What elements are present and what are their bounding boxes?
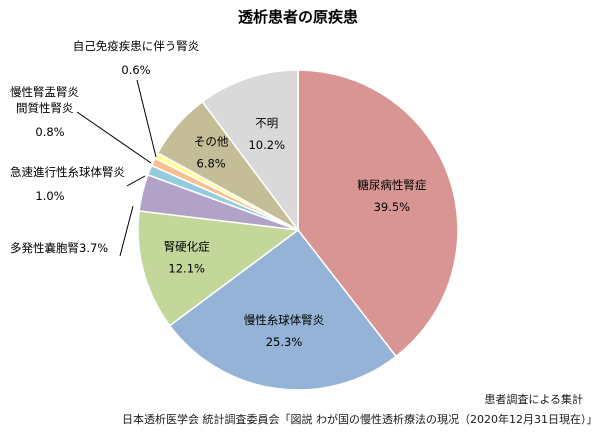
slice-name-label: 多発性嚢胞腎3.7% <box>10 241 108 255</box>
slice-labels: 糖尿病性腎症 39.5% 慢性糸球体腎炎 25.3% 腎硬化症 12.1% 多発性嚢胞腎3.… <box>10 39 427 349</box>
aggregation-note: 患者調査による集計 <box>484 393 583 406</box>
pie-slice <box>297 69 459 358</box>
source-note: 日本透析医学会 統計調査委員会「図説 わが国の慢性透析療法の現况（2020年12… <box>122 413 597 426</box>
slice-value-label: 0.8% <box>35 125 64 139</box>
pie-slice <box>137 210 300 327</box>
slice-value-label: 6.8% <box>197 156 226 170</box>
slice-value-label: 12.1% <box>168 262 205 276</box>
slice-value-label: 0.6% <box>121 63 150 77</box>
leader-line <box>136 79 157 158</box>
slice-name-label: 自己免疫疾患に伴う腎炎 <box>73 39 200 53</box>
slice-name-label: 腎硬化症 <box>164 240 210 254</box>
slice-name-label: 不明 <box>255 116 278 130</box>
slice-value-label: 10.2% <box>248 138 285 152</box>
pie-slice <box>168 228 398 391</box>
pie-slice <box>201 69 299 233</box>
slice-value-label: 1.0% <box>35 189 64 203</box>
slice-name-label: 糖尿病性腎症 <box>357 178 426 192</box>
slice-name-label: 慢性腎盂腎炎 <box>10 85 79 99</box>
slice-name-label: 慢性糸球体腎炎 <box>244 313 325 327</box>
leader-lines <box>76 79 157 257</box>
slice-value-label: 39.5% <box>374 200 411 214</box>
chart-title: 透析患者の原疾患 <box>238 8 358 26</box>
slice-name-label: その他 <box>194 134 229 148</box>
pie-slices <box>137 69 459 391</box>
leader-line <box>119 205 134 257</box>
leader-line <box>76 111 152 164</box>
leader-line <box>126 175 146 187</box>
slice-name-label: 間質性腎炎 <box>16 101 74 115</box>
slice-value-label: 25.3% <box>266 335 303 349</box>
slice-name-label: 急速進行性糸球体腎炎 <box>10 165 125 179</box>
